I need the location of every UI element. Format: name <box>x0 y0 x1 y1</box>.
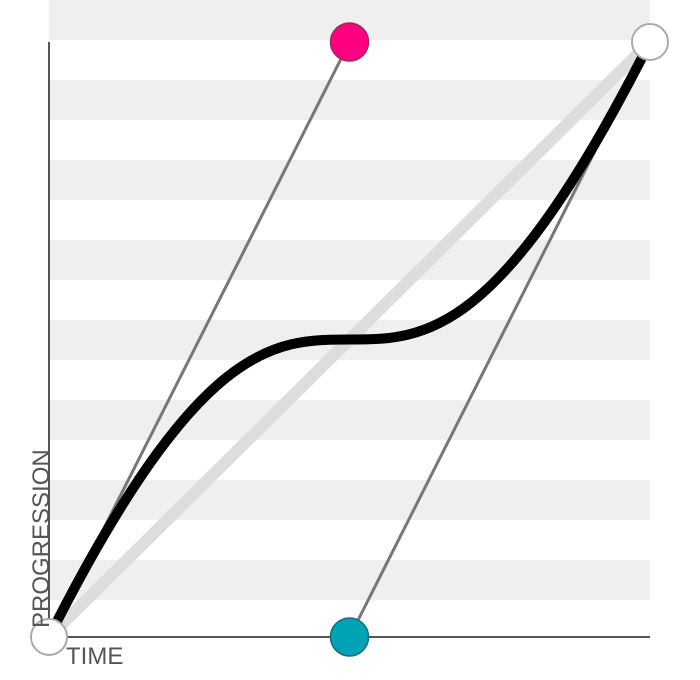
y-axis-label: PROGRESSION <box>28 449 55 628</box>
control-point-1-handle[interactable] <box>329 22 370 62</box>
background-stripe <box>49 560 650 600</box>
end-point-handle[interactable] <box>631 23 669 61</box>
x-axis-label: TIME <box>66 643 124 670</box>
background-stripes <box>49 0 650 600</box>
background-stripe <box>49 240 650 280</box>
background-stripe <box>49 160 650 200</box>
background-stripe <box>49 80 650 120</box>
easing-curve <box>44 37 655 642</box>
start-point-handle[interactable] <box>30 618 68 656</box>
background-stripe <box>49 400 650 440</box>
background-stripe <box>49 480 650 520</box>
control-point-2-handle[interactable] <box>329 617 370 657</box>
